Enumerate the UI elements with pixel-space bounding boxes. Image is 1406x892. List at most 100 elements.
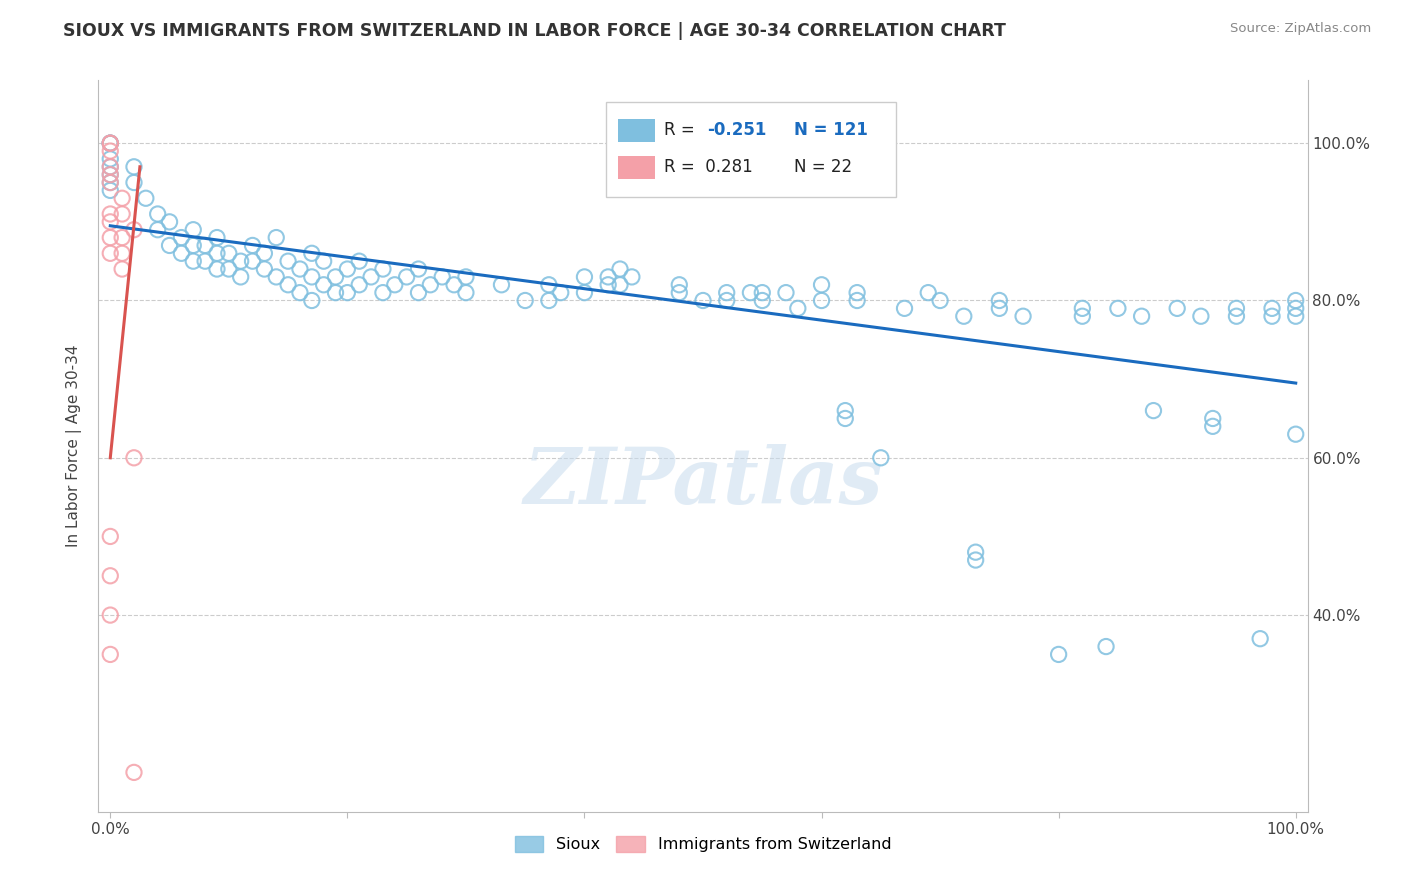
Point	[1047, 648, 1070, 662]
Point	[111, 262, 134, 277]
Point	[264, 230, 287, 244]
Point	[325, 285, 347, 300]
Point	[834, 411, 856, 425]
Point	[98, 568, 121, 582]
Point	[537, 277, 560, 292]
Point	[1261, 301, 1284, 316]
Point	[98, 529, 121, 543]
Point	[810, 277, 832, 292]
Point	[264, 269, 287, 284]
Point	[229, 254, 252, 268]
Text: ZIPatlas: ZIPatlas	[523, 444, 883, 521]
Point	[432, 269, 454, 284]
Point	[716, 293, 738, 308]
Point	[929, 293, 952, 308]
Point	[181, 254, 204, 268]
Point	[253, 262, 276, 277]
Text: Source: ZipAtlas.com: Source: ZipAtlas.com	[1230, 22, 1371, 36]
Point	[98, 230, 121, 244]
Point	[181, 223, 204, 237]
Text: R =: R =	[664, 121, 700, 139]
Point	[740, 285, 762, 300]
Point	[277, 277, 299, 292]
Point	[122, 450, 145, 465]
Point	[111, 246, 134, 260]
Point	[98, 608, 121, 623]
Point	[98, 246, 121, 260]
Point	[1012, 310, 1035, 324]
Point	[1107, 301, 1129, 316]
Point	[181, 238, 204, 252]
Point	[574, 285, 596, 300]
Point	[229, 269, 252, 284]
Point	[301, 269, 323, 284]
Point	[325, 269, 347, 284]
Point	[288, 285, 311, 300]
Point	[242, 238, 264, 252]
Point	[111, 191, 134, 205]
Point	[668, 285, 690, 300]
Point	[810, 293, 832, 308]
Point	[419, 277, 441, 292]
Point	[1202, 411, 1225, 425]
Point	[692, 293, 714, 308]
Point	[205, 246, 228, 260]
Point	[98, 648, 121, 662]
Point	[98, 136, 121, 151]
Point	[146, 223, 169, 237]
Point	[598, 269, 620, 284]
Point	[443, 277, 465, 292]
Point	[574, 269, 596, 284]
Point	[1285, 293, 1308, 308]
Point	[1130, 310, 1153, 324]
FancyBboxPatch shape	[619, 155, 655, 179]
Point	[1071, 310, 1094, 324]
Point	[1202, 419, 1225, 434]
Y-axis label: In Labor Force | Age 30-34: In Labor Force | Age 30-34	[66, 344, 83, 548]
Point	[159, 238, 181, 252]
FancyBboxPatch shape	[606, 103, 897, 197]
Point	[98, 152, 121, 166]
Point	[111, 207, 134, 221]
Point	[98, 160, 121, 174]
Point	[454, 269, 477, 284]
Point	[1249, 632, 1271, 646]
Point	[1285, 310, 1308, 324]
Point	[347, 254, 370, 268]
Point	[111, 230, 134, 244]
Point	[371, 262, 394, 277]
Point	[205, 262, 228, 277]
Point	[170, 230, 193, 244]
Point	[1261, 310, 1284, 324]
Point	[170, 246, 193, 260]
Point	[98, 160, 121, 174]
FancyBboxPatch shape	[619, 119, 655, 143]
Point	[1285, 301, 1308, 316]
Point	[609, 277, 631, 292]
Text: -0.251: -0.251	[707, 121, 766, 139]
Point	[301, 246, 323, 260]
Point	[159, 215, 181, 229]
Point	[360, 269, 382, 284]
Point	[336, 285, 359, 300]
Point	[408, 262, 430, 277]
Point	[869, 450, 891, 465]
Point	[122, 765, 145, 780]
Point	[122, 176, 145, 190]
Text: N = 121: N = 121	[793, 121, 868, 139]
Legend: Sioux, Immigrants from Switzerland: Sioux, Immigrants from Switzerland	[508, 830, 898, 859]
Point	[846, 285, 869, 300]
Point	[98, 215, 121, 229]
Point	[98, 136, 121, 151]
Point	[751, 293, 773, 308]
Text: R =  0.281: R = 0.281	[664, 158, 754, 176]
Point	[751, 285, 773, 300]
Point	[786, 301, 808, 316]
Point	[834, 403, 856, 417]
Point	[312, 277, 335, 292]
Point	[1142, 403, 1164, 417]
Point	[122, 160, 145, 174]
Point	[146, 207, 169, 221]
Point	[1095, 640, 1118, 654]
Point	[135, 191, 157, 205]
